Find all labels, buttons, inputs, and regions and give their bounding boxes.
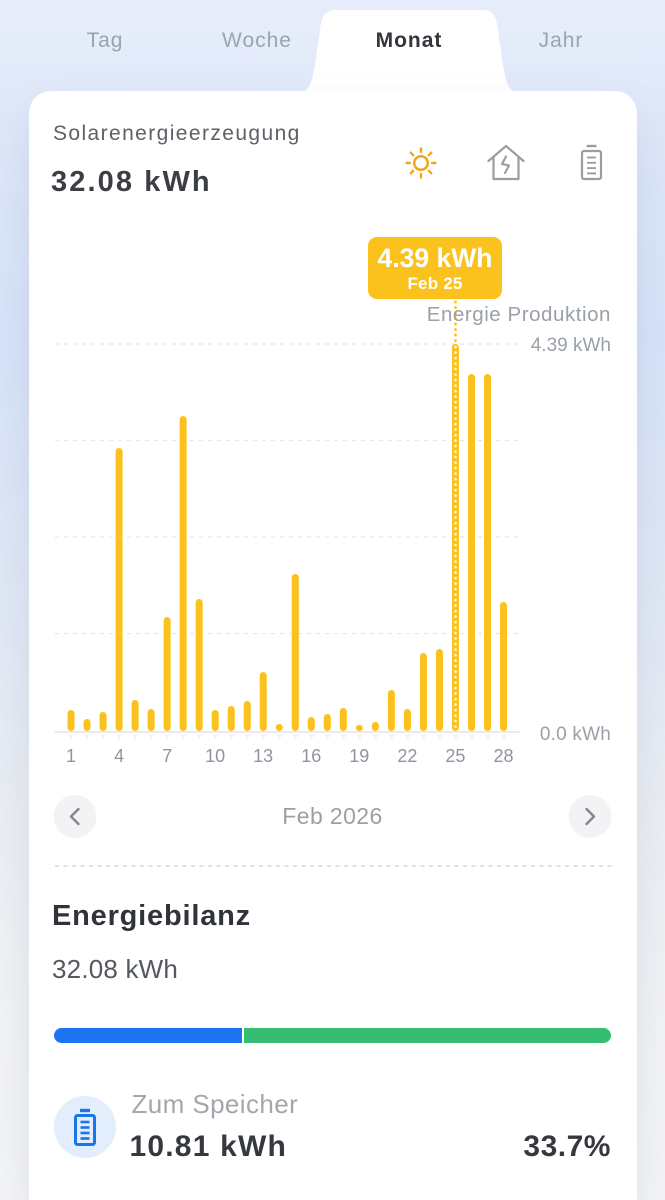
svg-text:13: 13 [253,746,273,766]
svg-text:16: 16 [301,746,321,766]
svg-text:1: 1 [66,746,76,766]
svg-text:10: 10 [205,746,225,766]
svg-text:4: 4 [114,746,124,766]
svg-text:19: 19 [349,746,369,766]
svg-text:28: 28 [493,746,513,766]
svg-text:22: 22 [397,746,417,766]
svg-text:25: 25 [445,746,465,766]
svg-text:7: 7 [162,746,172,766]
